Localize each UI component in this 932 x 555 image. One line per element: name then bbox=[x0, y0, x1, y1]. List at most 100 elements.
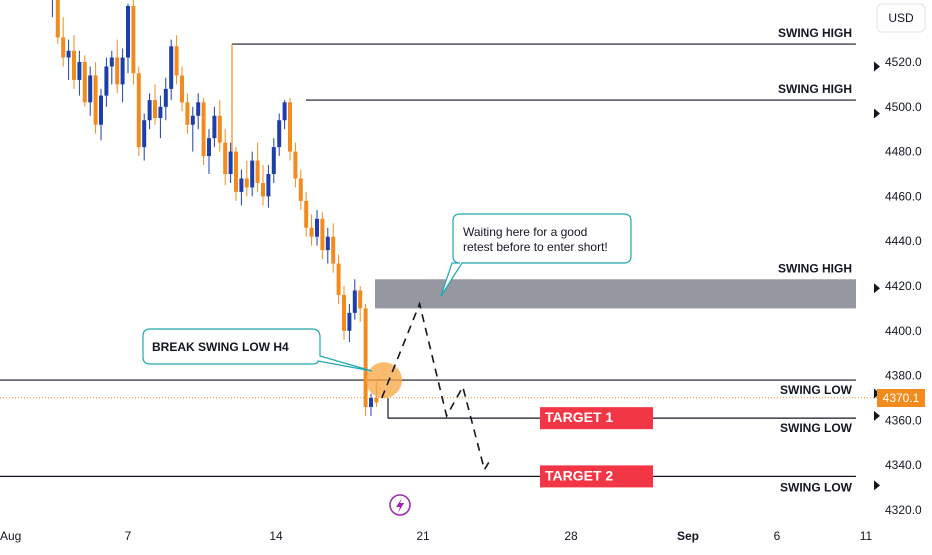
candle-body bbox=[190, 115, 195, 125]
candle-body bbox=[358, 290, 363, 309]
candle-body bbox=[169, 46, 174, 89]
x-tick-label: 6 bbox=[774, 529, 781, 543]
candle-body bbox=[109, 57, 114, 67]
level-label: SWING HIGH bbox=[778, 261, 852, 275]
candle-body bbox=[352, 290, 357, 313]
candle-body bbox=[234, 151, 238, 192]
candle-body bbox=[315, 218, 319, 237]
currency-badge[interactable] bbox=[876, 3, 926, 33]
target-label: TARGET 2 bbox=[545, 467, 613, 483]
candle-body bbox=[244, 178, 249, 188]
y-tick-label: 4360.0 bbox=[885, 413, 922, 427]
targets[interactable]: TARGET 1 TARGET 2 bbox=[540, 407, 653, 488]
candle-body bbox=[250, 160, 255, 188]
level-label: SWING HIGH bbox=[778, 82, 852, 96]
candle-body bbox=[217, 115, 222, 143]
candle-body bbox=[115, 57, 120, 85]
callout-break[interactable]: BREAK SWING LOW H4 bbox=[142, 328, 373, 372]
candle-body bbox=[180, 75, 184, 103]
x-tick-label: 28 bbox=[564, 529, 578, 543]
y-tick-label: 4460.0 bbox=[885, 189, 922, 203]
candlesticks bbox=[51, 0, 379, 416]
candle-body bbox=[266, 174, 271, 197]
candle-body bbox=[342, 294, 346, 331]
price-tag-box bbox=[877, 389, 925, 407]
axis-marker-arrow bbox=[874, 283, 880, 294]
candle-body bbox=[120, 57, 125, 85]
x-tick-label: 7 bbox=[125, 529, 132, 543]
axis-marker-arrow bbox=[874, 61, 880, 72]
level-label: SWING LOW bbox=[780, 421, 853, 435]
candle-body bbox=[271, 147, 276, 174]
y-tick-label: 4380.0 bbox=[885, 369, 922, 383]
target-box[interactable] bbox=[540, 407, 653, 430]
candle-body bbox=[212, 115, 217, 139]
y-tick-label: 4400.0 bbox=[885, 324, 922, 338]
candle-body bbox=[347, 312, 352, 331]
candle-body bbox=[331, 236, 336, 264]
level-label: SWING HIGH bbox=[778, 26, 852, 40]
candle-body bbox=[93, 75, 98, 125]
price-tag-text: 4370.1 bbox=[883, 391, 920, 405]
candle-body bbox=[374, 398, 379, 403]
current-price-tag: 4370.1 bbox=[877, 389, 925, 407]
level-labels: SWING HIGH SWING HIGH SWING HIGH SWING LOW S… bbox=[778, 26, 853, 494]
forecast-path bbox=[381, 301, 491, 472]
callout-break-bubble bbox=[142, 328, 373, 372]
candle-body bbox=[261, 182, 265, 197]
callout-retest[interactable]: Waiting here for a good retest before to … bbox=[440, 213, 632, 297]
candle-body bbox=[336, 263, 341, 295]
candle-body bbox=[126, 6, 130, 58]
candle-body bbox=[288, 102, 292, 152]
candle-body bbox=[72, 50, 76, 80]
candle-body bbox=[309, 227, 314, 237]
candle-body bbox=[228, 151, 233, 174]
swing-levels bbox=[0, 43, 856, 477]
candle-body bbox=[196, 102, 201, 116]
axis-marker-arrow bbox=[874, 410, 880, 421]
x-tick-label: 21 bbox=[416, 529, 430, 543]
candle-body bbox=[55, 0, 60, 38]
supply-zone[interactable] bbox=[375, 279, 856, 309]
candle-body bbox=[369, 398, 373, 407]
candle-body bbox=[201, 102, 206, 157]
callout-retest-line: retest before to enter short! bbox=[463, 240, 608, 254]
price-axis-markers bbox=[874, 61, 880, 491]
candle-body bbox=[131, 6, 136, 74]
supply-zone-box[interactable] bbox=[375, 279, 856, 309]
candle-body bbox=[363, 308, 368, 407]
candle-body bbox=[277, 120, 282, 148]
candle-body bbox=[82, 62, 87, 103]
callout-break-text: BREAK SWING LOW H4 bbox=[152, 340, 289, 354]
x-tick-label: Sep bbox=[677, 529, 699, 543]
x-tick-label: 14 bbox=[269, 529, 283, 543]
target-label: TARGET 1 bbox=[545, 409, 613, 425]
candle-body bbox=[304, 200, 309, 228]
candle-body bbox=[325, 236, 330, 251]
bolt-icon bbox=[396, 498, 404, 513]
x-axis-ticks: Aug 7 14 21 28 Sep 6 11 bbox=[0, 529, 873, 543]
candle-body bbox=[239, 178, 244, 192]
y-tick-label: 4520.0 bbox=[885, 55, 922, 69]
y-tick-label: 4500.0 bbox=[885, 100, 922, 114]
candle-body bbox=[147, 100, 152, 121]
candle-body bbox=[61, 37, 66, 58]
axis-marker-arrow bbox=[874, 108, 880, 119]
candle-body bbox=[282, 102, 287, 121]
candle-body bbox=[66, 50, 71, 58]
level-label: SWING LOW bbox=[780, 383, 853, 397]
candle-body bbox=[163, 88, 168, 107]
y-tick-label: 4440.0 bbox=[885, 234, 922, 248]
candle-body bbox=[255, 160, 260, 183]
event-marker[interactable] bbox=[389, 494, 411, 516]
candle-body bbox=[174, 46, 179, 76]
candle-body bbox=[77, 62, 82, 80]
candle-body bbox=[88, 75, 93, 103]
target-box[interactable] bbox=[540, 465, 653, 488]
y-axis-ticks: 4520.0 4500.0 4480.0 4460.0 4440.0 4420.0 4400… bbox=[885, 55, 922, 517]
callout-retest-line: Waiting here for a good bbox=[463, 225, 587, 239]
candle-body bbox=[223, 142, 228, 174]
candle-body bbox=[293, 151, 298, 179]
